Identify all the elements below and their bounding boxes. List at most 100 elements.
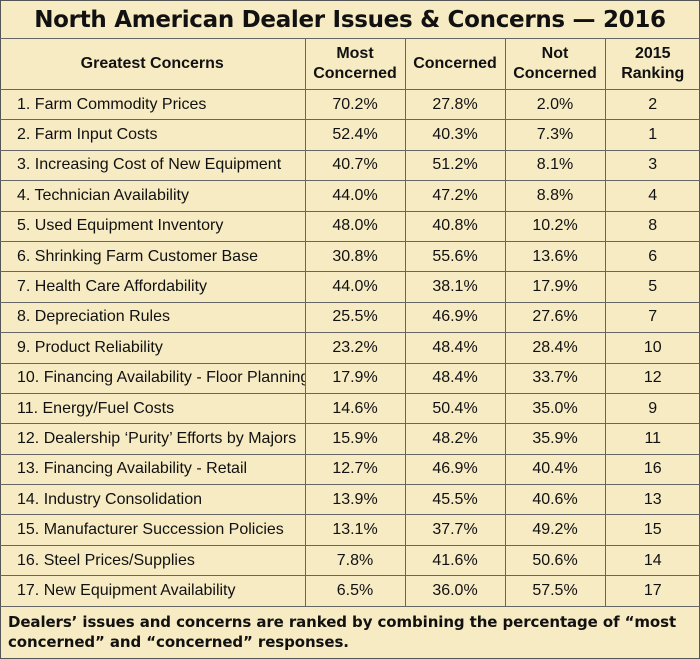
concerned-value: 50.4% [404,392,506,425]
concerned-value: 48.4% [404,362,506,394]
not-concerned-value: 17.9% [504,271,606,303]
concern-label: 5. Used Equipment Inventory [0,210,306,242]
table-row: 12. Dealership ‘Purity’ Efforts by Major… [0,423,700,455]
header-most-concerned: Most Concerned [304,38,406,90]
table-row: 5. Used Equipment Inventory 48.0% 40.8% 10.… [0,210,700,242]
concerned-value: 55.6% [404,240,506,273]
ranking-2015-value: 12 [604,362,700,394]
ranking-2015-value: 17 [604,575,700,607]
table-row: 15. Manufacturer Succession Policies 13.1… [0,514,700,546]
most-concerned-value: 44.0% [304,180,406,212]
ranking-2015-value: 7 [604,301,700,334]
concerned-value: 27.8% [404,88,506,121]
concern-label: 6. Shrinking Farm Customer Base [0,240,306,273]
concern-label: 13. Financing Availability - Retail [0,453,306,486]
ranking-2015-value: 16 [604,453,700,486]
not-concerned-value: 57.5% [504,575,606,607]
not-concerned-value: 33.7% [504,362,606,394]
table-body: 1. Farm Commodity Prices 70.2% 27.8% 2.0% 2 2… [0,88,700,607]
concerned-value: 46.9% [404,453,506,486]
concern-label: 16. Steel Prices/Supplies [0,544,306,577]
concern-label: 11. Energy/Fuel Costs [0,392,306,425]
not-concerned-value: 28.4% [504,332,606,364]
concerned-value: 40.8% [404,210,506,242]
most-concerned-value: 15.9% [304,423,406,455]
most-concerned-value: 17.9% [304,362,406,394]
concerned-value: 45.5% [404,484,506,516]
most-concerned-value: 70.2% [304,88,406,121]
concern-label: 14. Industry Consolidation [0,484,306,516]
ranking-2015-value: 3 [604,149,700,182]
ranking-2015-value: 5 [604,271,700,303]
header-row: Greatest Concerns Most Concerned Concerned N… [0,38,700,90]
chart-title: North American Dealer Issues & Concerns … [34,7,666,33]
concern-label: 9. Product Reliability [0,332,306,364]
concern-label: 17. New Equipment Availability [0,575,306,607]
concern-label: 12. Dealership ‘Purity’ Efforts by Major… [0,423,306,455]
table-row: 7. Health Care Affordability 44.0% 38.1% 17… [0,271,700,303]
not-concerned-value: 2.0% [504,88,606,121]
concerned-value: 47.2% [404,180,506,212]
most-concerned-value: 13.9% [304,484,406,516]
most-concerned-value: 13.1% [304,514,406,546]
ranking-2015-value: 14 [604,544,700,577]
concerned-value: 41.6% [404,544,506,577]
ranking-2015-value: 1 [604,119,700,151]
not-concerned-value: 40.6% [504,484,606,516]
concerned-value: 36.0% [404,575,506,607]
not-concerned-value: 35.0% [504,392,606,425]
ranking-2015-value: 15 [604,514,700,546]
ranking-2015-value: 13 [604,484,700,516]
table-row: 10. Financing Availability - Floor Plann… [0,362,700,394]
ranking-2015-value: 2 [604,88,700,121]
header-2015-ranking: 2015 Ranking [604,38,700,90]
concern-label: 7. Health Care Affordability [0,271,306,303]
most-concerned-value: 44.0% [304,271,406,303]
most-concerned-value: 12.7% [304,453,406,486]
most-concerned-value: 6.5% [304,575,406,607]
table-row: 3. Increasing Cost of New Equipment 40.7%… [0,149,700,182]
header-not-concerned: Not Concerned [504,38,606,90]
not-concerned-value: 7.3% [504,119,606,151]
table-row: 16. Steel Prices/Supplies 7.8% 41.6% 50.6% 1… [0,544,700,577]
not-concerned-value: 40.4% [504,453,606,486]
most-concerned-value: 48.0% [304,210,406,242]
table-row: 13. Financing Availability - Retail 12.7%… [0,453,700,486]
concerned-value: 46.9% [404,301,506,334]
concerned-value: 48.2% [404,423,506,455]
table-row: 17. New Equipment Availability 6.5% 36.0% 5… [0,575,700,607]
most-concerned-value: 25.5% [304,301,406,334]
table-row: 14. Industry Consolidation 13.9% 45.5% 40.6… [0,484,700,516]
concerned-value: 40.3% [404,119,506,151]
concern-label: 3. Increasing Cost of New Equipment [0,149,306,182]
concerns-table: Greatest Concerns Most Concerned Concerned N… [0,38,700,607]
concern-label: 15. Manufacturer Succession Policies [0,514,306,546]
concern-label: 10. Financing Availability - Floor Plann… [0,362,306,394]
concern-label: 2. Farm Input Costs [0,119,306,151]
concerned-value: 38.1% [404,271,506,303]
most-concerned-value: 14.6% [304,392,406,425]
ranking-2015-value: 10 [604,332,700,364]
concern-label: 8. Depreciation Rules [0,301,306,334]
not-concerned-value: 8.1% [504,149,606,182]
table-row: 8. Depreciation Rules 25.5% 46.9% 27.6% 7 [0,301,700,334]
not-concerned-value: 50.6% [504,544,606,577]
table-row: 9. Product Reliability 23.2% 48.4% 28.4% 10 [0,332,700,364]
not-concerned-value: 49.2% [504,514,606,546]
most-concerned-value: 40.7% [304,149,406,182]
table-row: 6. Shrinking Farm Customer Base 30.8% 55.6… [0,240,700,273]
not-concerned-value: 8.8% [504,180,606,212]
concerned-value: 51.2% [404,149,506,182]
header-concerned: Concerned [404,38,506,90]
not-concerned-value: 13.6% [504,240,606,273]
ranking-2015-value: 9 [604,392,700,425]
footnote: Dealers’ issues and concerns are ranked … [8,613,677,651]
ranking-2015-value: 6 [604,240,700,273]
ranking-2015-value: 11 [604,423,700,455]
concerned-value: 37.7% [404,514,506,546]
most-concerned-value: 23.2% [304,332,406,364]
table-row: 1. Farm Commodity Prices 70.2% 27.8% 2.0% 2 [0,88,700,121]
header-greatest-concerns: Greatest Concerns [0,38,306,90]
not-concerned-value: 10.2% [504,210,606,242]
table-row: 2. Farm Input Costs 52.4% 40.3% 7.3% 1 [0,119,700,151]
